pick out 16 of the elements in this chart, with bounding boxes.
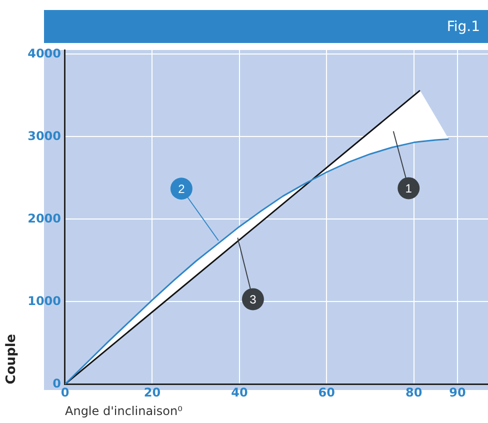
x-tick-label: 90 (449, 386, 466, 400)
x-axis-title: Angle d'inclinaison⁰ (65, 404, 183, 418)
y-tick-label: 0 (52, 376, 61, 390)
annotation: 3 (250, 292, 257, 307)
x-tick-label: 80 (406, 386, 422, 400)
y-tick-label: 2000 (28, 211, 61, 226)
y-tick-label: 1000 (28, 294, 61, 308)
y-axis-title: Couple (4, 334, 20, 384)
x-tick-label: 20 (144, 386, 161, 400)
x-tick-label: 40 (231, 386, 248, 400)
annotation: 2 (178, 182, 186, 196)
annotation: 1 (405, 182, 412, 196)
y-tick-label: 4000 (28, 46, 61, 60)
chart-title: Fig.1 (446, 18, 480, 34)
x-tick-label: 60 (318, 386, 335, 400)
y-tick-label: 3000 (28, 128, 61, 143)
